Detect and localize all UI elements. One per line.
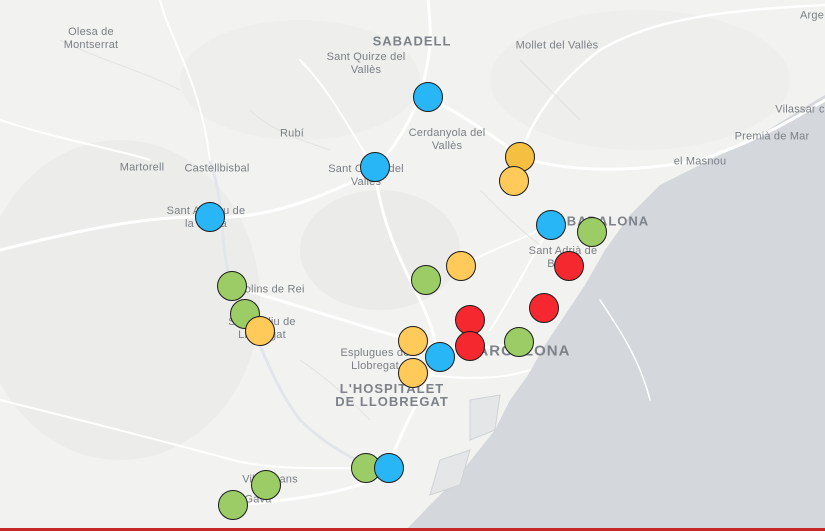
map-marker-blue[interactable] xyxy=(413,82,443,112)
map-marker-green[interactable] xyxy=(218,490,248,520)
map-marker-red[interactable] xyxy=(529,293,559,323)
map-marker-green[interactable] xyxy=(411,265,441,295)
map-marker-green[interactable] xyxy=(251,470,281,500)
map-marker-blue[interactable] xyxy=(195,202,225,232)
place-label-martorell: Martorell xyxy=(119,161,165,174)
place-label-masnou: el Masnou xyxy=(673,155,727,168)
port-area xyxy=(429,394,501,496)
place-label-quirze: Sant Quirze del Vallès xyxy=(326,51,406,76)
place-label-cerdanyola: Cerdanyola del Vallès xyxy=(408,127,486,152)
place-label-arge: Arge xyxy=(799,9,825,22)
map-marker-green[interactable] xyxy=(577,217,607,247)
map-marker-gold[interactable] xyxy=(505,142,535,172)
minor-roads xyxy=(59,39,581,421)
terrain-shading xyxy=(0,10,790,460)
map-marker-green[interactable] xyxy=(504,327,534,357)
place-label-premia: Premià de Mar xyxy=(734,130,810,143)
map-marker-red[interactable] xyxy=(455,331,485,361)
map-marker-blue[interactable] xyxy=(425,342,455,372)
river-llobregat xyxy=(208,159,391,482)
map-marker-orange[interactable] xyxy=(398,326,428,356)
map-marker-orange[interactable] xyxy=(446,251,476,281)
map-marker-red[interactable] xyxy=(554,251,584,281)
map-marker-blue[interactable] xyxy=(374,453,404,483)
place-label-hospitalet: L'HOSPITALET DE LLOBREGAT xyxy=(335,381,449,409)
sea-area xyxy=(405,95,825,531)
map-marker-orange[interactable] xyxy=(499,166,529,196)
map-marker-green[interactable] xyxy=(217,271,247,301)
place-label-castellbisbal: Castellbisbal xyxy=(184,162,250,175)
place-label-mollet: Mollet del Vallès xyxy=(515,39,599,52)
map-marker-red[interactable] xyxy=(455,305,485,335)
map-marker-blue[interactable] xyxy=(360,152,390,182)
map-marker-orange[interactable] xyxy=(398,358,428,388)
place-label-olesa: Olesa de Montserrat xyxy=(63,26,119,51)
place-label-rubi: Rubí xyxy=(279,127,305,140)
map-marker-blue[interactable] xyxy=(536,210,566,240)
place-label-sabadell: SABADELL xyxy=(372,33,452,49)
place-label-vilassar: Vilassar c xyxy=(775,103,825,116)
bottom-bar xyxy=(0,528,825,531)
map-marker-orange[interactable] xyxy=(245,316,275,346)
